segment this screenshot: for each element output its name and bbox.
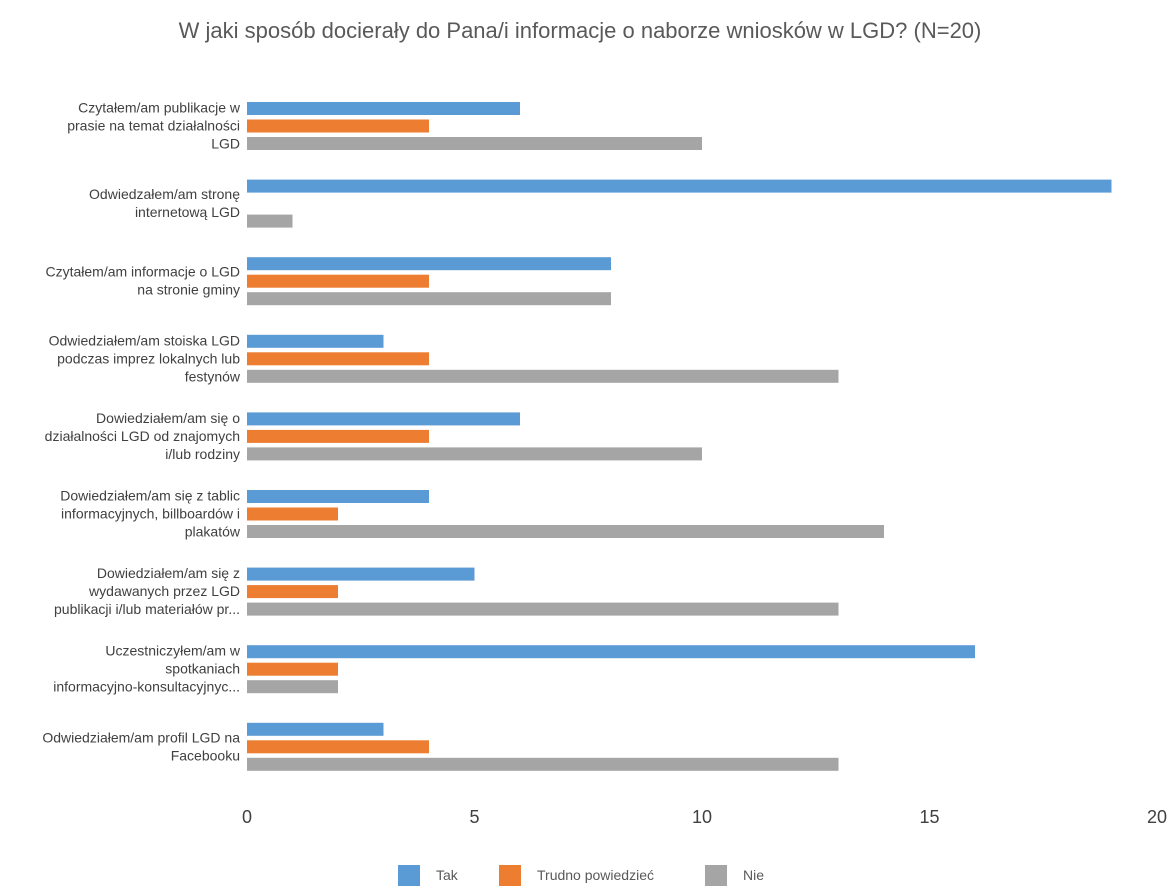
legend-label: Trudno powiedzieć [537,867,654,883]
category-label-line: festynów [185,368,241,384]
bar-trudno-powiedzieć [247,119,429,133]
bar-tak [247,412,520,426]
category-label-line: i/lub rodziny [165,446,240,462]
bar-trudno-powiedzieć [247,352,429,366]
category-label-line: wydawanych przez LGD [88,583,240,599]
category-label-line: spotkaniach [165,661,240,677]
category-label-line: prasie na temat działalności [67,118,240,134]
bar-nie [247,602,839,616]
bars [247,102,1112,771]
bar-tak [247,257,611,271]
bar-nie [247,757,839,771]
legend: Tak Trudno powiedzieć Nie [398,865,764,886]
bar-tak [247,722,384,736]
bar-nie [247,292,611,306]
category-label-line: działalności LGD od znajomych [45,428,240,444]
bar-tak [247,645,975,659]
category-label-line: informacyjno-konsultacyjnyc... [53,679,240,695]
x-tick-label: 0 [242,807,252,827]
bar-nie [247,680,338,694]
legend-swatch [705,865,727,886]
category-label-line: Dowiedziałem/am się o [96,410,240,426]
category-label: Odwiedzałem/am stronę internetową LGD [89,186,240,220]
category-label-line: publikacji i/lub materiałów pr... [54,601,240,617]
bar-trudno-powiedzieć [247,507,338,521]
category-label-line: internetową LGD [135,204,240,220]
category-label: Czytałem/am informacje o LGD na stronie g… [45,264,240,298]
chart-title: W jaki sposób docierały do Pana/i inform… [179,18,982,43]
bar-trudno-powiedzieć [247,274,429,288]
bar-tak [247,567,475,581]
category-label-line: Facebooku [171,747,240,763]
category-label-line: Dowiedziałem/am się z [97,565,240,581]
category-label-line: plakatów [185,524,241,540]
category-label: Dowiedziałem/am się o działalności LGD od… [45,410,241,462]
category-label-line: LGD [211,136,240,152]
x-tick-label: 20 [1147,807,1167,827]
category-labels: Czytałem/am publikacje w prasie na temat … [42,100,241,764]
x-axis-ticks: 0 5 10 15 20 [242,807,1167,827]
x-tick-label: 10 [692,807,712,827]
category-label-line: Czytałem/am informacje o LGD [45,264,240,280]
bar-tak [247,179,1112,193]
category-label-line: Dowiedziałem/am się z tablic [60,488,240,504]
bar-trudno-powiedzieć [247,740,429,754]
category-label-line: Uczestniczyłem/am w [105,643,240,659]
legend-swatch [398,865,420,886]
category-label: Odwiedziałem/am stoiska LGD podczas impre… [49,332,241,384]
bar-nie [247,137,702,150]
category-label: Czytałem/am publikacje w prasie na temat … [67,100,241,152]
category-label-line: informacyjnych, billboardów i [61,506,240,522]
category-label: Dowiedziałem/am się z tablic informacyjny… [60,488,241,540]
category-label-line: Odwiedziałem/am stoiska LGD [49,332,240,348]
category-label-line: Czytałem/am publikacje w [78,100,241,116]
bar-tak [247,102,520,115]
bar-nie [247,447,702,461]
category-label: Uczestniczyłem/am w spotkaniach informacyj… [53,643,241,695]
legend-label: Tak [436,867,459,883]
category-label-line: Odwiedzałem/am stronę [89,186,240,202]
bar-trudno-powiedzieć [247,585,338,599]
bar-trudno-powiedzieć [247,662,338,676]
legend-label: Nie [743,867,764,883]
legend-swatch [499,865,521,886]
x-tick-label: 15 [919,807,939,827]
category-label: Dowiedziałem/am się z wydawanych przez LG… [54,565,240,617]
category-label-line: Odwiedziałem/am profil LGD na [42,729,240,745]
bar-nie [247,369,839,383]
category-label: Odwiedziałem/am profil LGD na Facebooku [42,729,240,763]
bar-tak [247,334,384,348]
category-label-line: na stronie gminy [137,282,240,298]
bar-nie [247,214,293,228]
category-label-line: podczas imprez lokalnych lub [57,350,240,366]
bar-trudno-powiedzieć [247,429,429,443]
x-tick-label: 5 [469,807,479,827]
bar-nie [247,525,884,538]
bar-tak [247,490,429,503]
